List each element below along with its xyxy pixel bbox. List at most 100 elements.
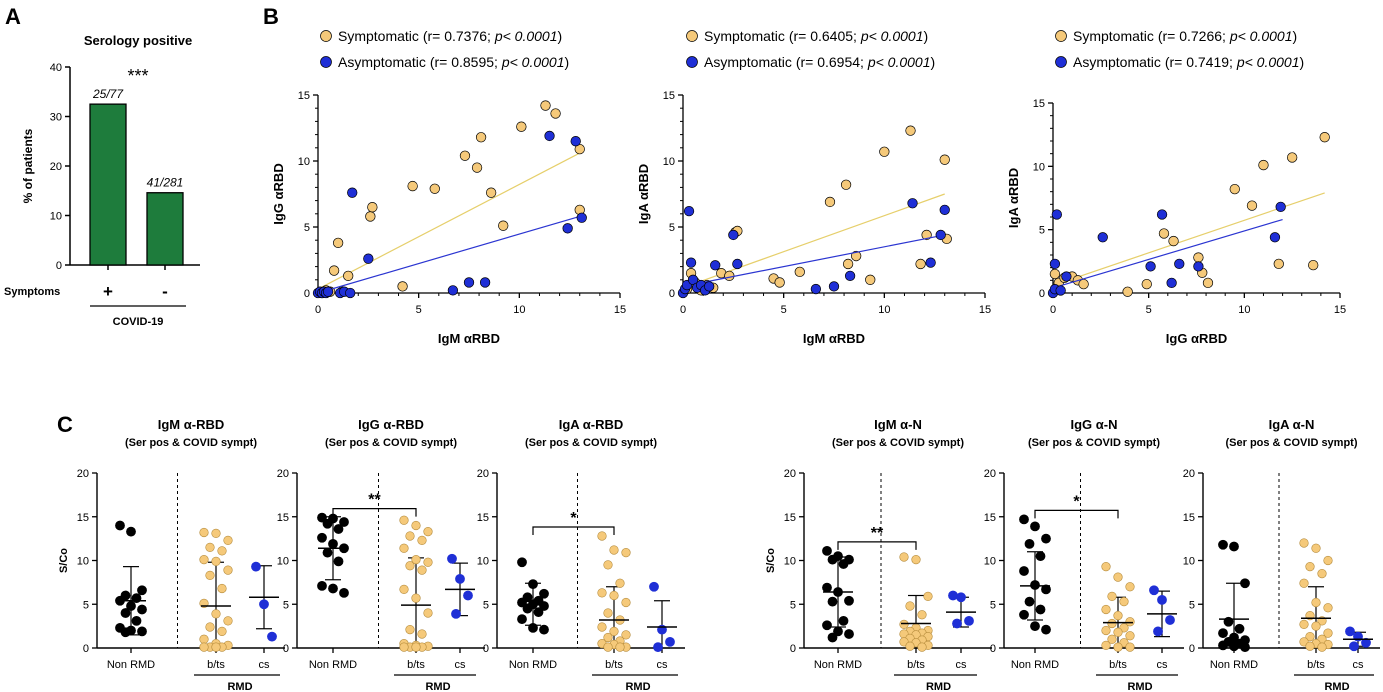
- legend-entry-symptomatic: Symptomatic (r= 0.7266; p< 0.0001): [1073, 28, 1297, 44]
- dotplot-y-tick-label: 5: [283, 599, 289, 611]
- point-non-rmd: [120, 608, 131, 618]
- point-symptomatic: [471, 162, 483, 173]
- point-symptomatic: [865, 274, 876, 285]
- point-asymptomatic: [844, 270, 856, 281]
- point-b-ts: [597, 588, 607, 598]
- scatter-x-tick-label: 10: [878, 304, 890, 316]
- point-cs: [964, 615, 974, 626]
- legend-name: Symptomatic: [704, 28, 789, 44]
- point-symptomatic: [840, 179, 852, 190]
- point-symptomatic: [365, 211, 376, 222]
- point-asymptomatic: [322, 286, 334, 297]
- point-non-rmd: [115, 520, 125, 531]
- scatter-x-label: IgG αRBD: [1166, 331, 1227, 346]
- point-b-ts: [1317, 642, 1327, 652]
- scatter-x-tick-label: 0: [1050, 304, 1056, 316]
- dotplot-category-label: b/ts: [907, 659, 925, 671]
- point-b-ts: [217, 583, 227, 594]
- point-cs: [251, 561, 261, 572]
- dotplot-y-tick-label: 15: [277, 512, 289, 524]
- point-non-rmd: [539, 588, 549, 599]
- dotplot-title: IgM α-RBD: [158, 417, 224, 432]
- point-symptomatic: [540, 100, 551, 111]
- point-b-ts: [905, 641, 915, 651]
- point-symptomatic: [850, 250, 862, 262]
- significance-stars: *: [1073, 493, 1080, 510]
- point-non-rmd: [827, 632, 838, 643]
- point-cs: [1345, 626, 1355, 637]
- point-non-rmd: [131, 615, 142, 626]
- point-non-rmd: [533, 607, 544, 618]
- point-b-ts: [1299, 619, 1309, 629]
- point-non-rmd: [1240, 578, 1250, 589]
- legend-stat: (r= 0.7419;: [1165, 54, 1237, 70]
- point-asymptomatic: [1055, 285, 1066, 296]
- point-asymptomatic: [363, 253, 374, 264]
- point-b-ts: [1311, 621, 1321, 631]
- point-b-ts: [597, 622, 607, 632]
- point-b-ts: [621, 630, 631, 640]
- point-b-ts: [1305, 562, 1315, 572]
- dotplot-y-tick-label: 0: [483, 643, 489, 655]
- point-non-rmd: [1218, 539, 1228, 550]
- point-symptomatic: [824, 196, 836, 208]
- legend-p: p< 0.0001: [1229, 28, 1293, 44]
- bar-chart-title: Serology positive: [84, 33, 192, 48]
- point-non-rmd: [1218, 640, 1228, 651]
- point-b-ts: [1125, 617, 1135, 627]
- significance-stars: **: [368, 492, 381, 509]
- point-asymptomatic: [447, 285, 459, 296]
- legend-marker-asymptomatic: [686, 56, 698, 68]
- legend-close: ): [1299, 54, 1304, 70]
- point-non-rmd: [1041, 624, 1051, 635]
- point-b-ts: [423, 608, 433, 618]
- point-non-rmd: [137, 604, 147, 615]
- dotplot-title: IgM α-N: [874, 417, 922, 432]
- legend-stat: (r= 0.8595;: [430, 54, 502, 70]
- scatter-y-tick-label: 15: [663, 90, 675, 102]
- point-non-rmd: [333, 524, 344, 534]
- point-b-ts: [405, 625, 415, 635]
- scatter-x-tick-label: 15: [1334, 304, 1346, 316]
- point-non-rmd: [322, 518, 333, 529]
- point-asymptomatic: [1156, 209, 1168, 220]
- dotplot-category-label: Non RMD: [509, 659, 557, 671]
- point-b-ts: [405, 561, 415, 571]
- point-b-ts: [423, 557, 433, 567]
- point-non-rmd: [528, 622, 538, 633]
- point-non-rmd: [522, 603, 533, 614]
- scatter-x-tick-label: 0: [315, 304, 321, 316]
- point-asymptomatic: [1061, 271, 1072, 282]
- point-cs: [649, 581, 659, 592]
- legend-stat: (r= 0.7376;: [423, 28, 495, 44]
- dotplot-y-tick-label: 10: [784, 556, 796, 568]
- scatter-x-tick-label: 10: [513, 304, 525, 316]
- legend-entry-asymptomatic: Asymptomatic (r= 0.7419; p< 0.0001): [1073, 54, 1304, 70]
- point-b-ts: [199, 527, 209, 538]
- point-b-ts: [1107, 591, 1117, 601]
- point-asymptomatic: [1097, 232, 1108, 243]
- point-asymptomatic: [1269, 232, 1281, 243]
- point-non-rmd: [1041, 533, 1051, 544]
- point-b-ts: [615, 578, 625, 588]
- point-non-rmd: [539, 624, 549, 635]
- point-asymptomatic: [1174, 258, 1185, 270]
- dotplot-y-tick-label: 20: [784, 468, 796, 480]
- point-symptomatic: [1246, 200, 1258, 211]
- point-symptomatic: [1287, 152, 1298, 163]
- scatter-x-tick-label: 5: [1146, 304, 1152, 316]
- dotplot-category-label: cs: [455, 659, 467, 671]
- dotplot-y-tick-label: 0: [83, 643, 89, 655]
- point-non-rmd: [137, 585, 147, 596]
- legend-p: p< 0.0001: [867, 54, 931, 70]
- legend-close: ): [557, 28, 562, 44]
- point-b-ts: [199, 634, 209, 644]
- point-b-ts: [1311, 597, 1321, 608]
- point-symptomatic: [1202, 277, 1214, 289]
- point-asymptomatic: [1166, 277, 1177, 289]
- point-b-ts: [1299, 538, 1309, 548]
- dotplot-subtitle: (Ser pos & COVID sympt): [325, 437, 457, 449]
- bar-symptoms-negative: [146, 192, 184, 266]
- legend-name: Symptomatic: [338, 28, 423, 44]
- point-b-ts: [411, 642, 421, 652]
